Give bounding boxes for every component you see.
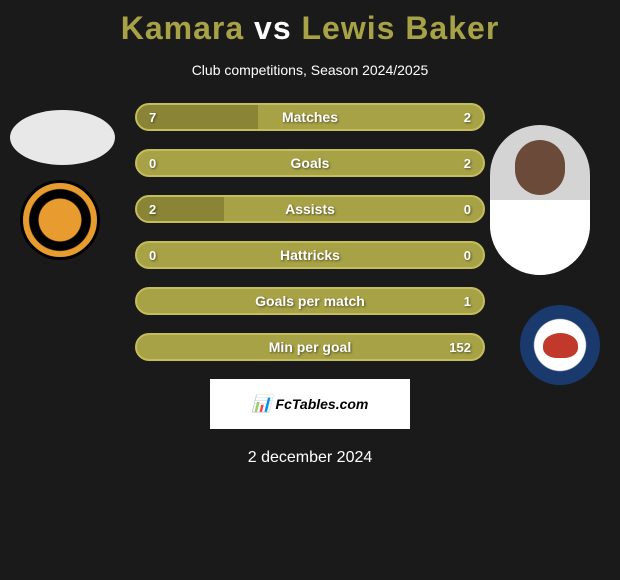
subtitle: Club competitions, Season 2024/2025 bbox=[0, 62, 620, 78]
stats-bars-container: 7Matches20Goals22Assists00Hattricks0Goal… bbox=[135, 103, 485, 361]
stat-bar-hattricks: 0Hattricks0 bbox=[135, 241, 485, 269]
stat-label: Goals per match bbox=[137, 293, 483, 309]
chart-icon: 📊 bbox=[252, 394, 272, 414]
player1-club-badge bbox=[20, 180, 100, 260]
stat-bar-goals: 0Goals2 bbox=[135, 149, 485, 177]
stat-label: Matches bbox=[137, 109, 483, 125]
stat-value-right: 1 bbox=[464, 294, 471, 309]
player2-photo bbox=[490, 125, 590, 275]
comparison-title: Kamara vs Lewis Baker bbox=[0, 0, 620, 47]
stat-value-right: 152 bbox=[449, 340, 471, 355]
player2-jersey bbox=[490, 200, 590, 275]
stat-bar-assists: 2Assists0 bbox=[135, 195, 485, 223]
stat-label: Hattricks bbox=[137, 247, 483, 263]
stat-value-right: 0 bbox=[464, 202, 471, 217]
player2-head bbox=[515, 140, 565, 195]
player1-name: Kamara bbox=[121, 10, 244, 46]
stat-bar-matches: 7Matches2 bbox=[135, 103, 485, 131]
player2-name: Lewis Baker bbox=[302, 10, 500, 46]
stat-label: Min per goal bbox=[137, 339, 483, 355]
stat-value-right: 0 bbox=[464, 248, 471, 263]
stat-bar-goals-per-match: Goals per match1 bbox=[135, 287, 485, 315]
stat-value-right: 2 bbox=[464, 110, 471, 125]
attribution-text: FcTables.com bbox=[276, 396, 369, 412]
badge-rose-icon bbox=[543, 333, 578, 358]
player2-club-badge bbox=[520, 305, 600, 385]
player1-photo bbox=[10, 110, 115, 165]
stat-bar-min-per-goal: Min per goal152 bbox=[135, 333, 485, 361]
stat-label: Goals bbox=[137, 155, 483, 171]
stat-value-right: 2 bbox=[464, 156, 471, 171]
attribution-box: 📊 FcTables.com bbox=[210, 379, 410, 429]
stat-label: Assists bbox=[137, 201, 483, 217]
vs-text: vs bbox=[244, 10, 301, 46]
date-text: 2 december 2024 bbox=[0, 449, 620, 467]
